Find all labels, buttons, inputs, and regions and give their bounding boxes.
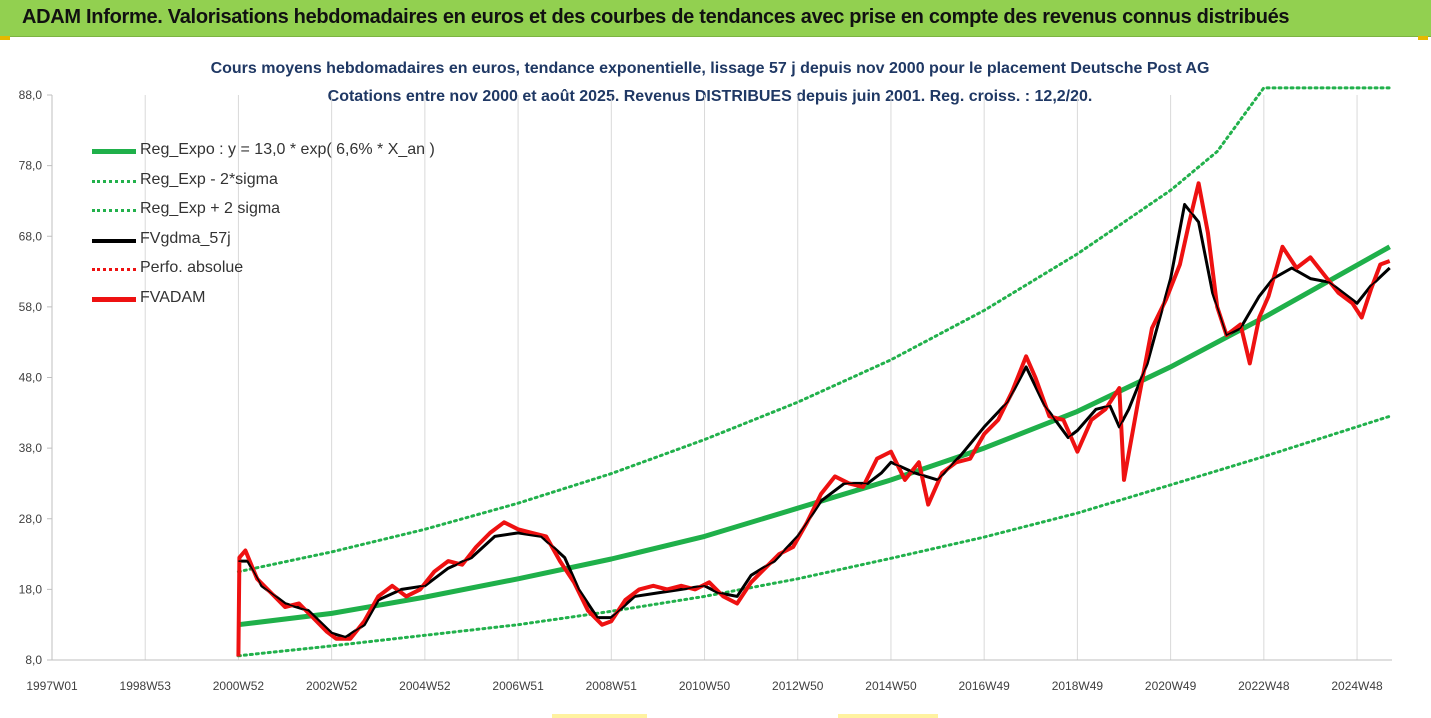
x-tick-label: 1998W53 [120, 679, 172, 693]
legend-item: FVgdma_57j [92, 230, 492, 250]
legend-label: Perfo. absolue [140, 259, 244, 276]
x-tick-label: 2000W52 [213, 679, 265, 693]
y-tick-label: 48,0 [19, 371, 43, 385]
y-tick-label: 58,0 [19, 300, 43, 314]
report-banner: ADAM Informe. Valorisations hebdomadaire… [0, 0, 1431, 37]
legend-item: FVADAM [92, 289, 492, 309]
x-axis: 1997W01 1998W53 2000W52 2002W52 2004W52 2006W… [26, 659, 1392, 693]
bottom-marker-left [552, 714, 647, 718]
legend-swatch [92, 296, 136, 302]
y-tick-label: 88,0 [19, 88, 43, 102]
legend-item: Perfo. absolue [92, 259, 492, 279]
series-fvadam [236, 181, 1391, 657]
x-tick-label: 2016W49 [958, 679, 1010, 693]
chart-title-line2: Cotations entre nov 2000 et août 2025. R… [327, 88, 1093, 105]
legend-label: Reg_Expo : y = 13,0 * exp( 6,6% * X_an ) [140, 141, 435, 158]
legend-item: Reg_Expo : y = 13,0 * exp( 6,6% * X_an ) [92, 141, 492, 161]
x-tick-label: 2024W48 [1331, 679, 1383, 693]
legend-label: FVgdma_57j [140, 229, 231, 247]
series-reg-minus-2sigma [236, 414, 1392, 658]
legend-swatch [92, 179, 136, 183]
chart-title-line1: Cours moyens hebdomadaires en euros, ten… [210, 60, 1210, 77]
y-tick-label: 78,0 [19, 159, 43, 173]
series-lines [236, 86, 1392, 658]
series-fvgdma-57j-overlay [238, 202, 1391, 639]
x-tick-label: 2018W49 [1052, 679, 1104, 693]
series-reg-expo [238, 244, 1391, 628]
x-tick-label: 1997W01 [26, 679, 78, 693]
x-tick-label: 2012W50 [772, 679, 824, 693]
legend-label: Reg_Exp + 2 sigma [140, 200, 281, 217]
x-tick-label: 2002W52 [306, 679, 358, 693]
legend-item: Reg_Exp - 2*sigma [92, 171, 492, 191]
legend-swatch [92, 238, 136, 243]
legend-swatch [92, 268, 136, 271]
grid-lines [51, 95, 1358, 660]
y-tick-label: 38,0 [19, 441, 43, 455]
series-reg-plus-2sigma [236, 86, 1392, 574]
banner-title: ADAM Informe. Valorisations hebdomadaire… [22, 6, 1290, 28]
legend-label: FVADAM [140, 288, 206, 306]
y-tick-label: 18,0 [19, 582, 43, 596]
y-tick-label: 68,0 [19, 229, 43, 243]
corner-mark-left [0, 36, 10, 40]
legend-item: Reg_Exp + 2 sigma [92, 200, 492, 220]
bottom-marker-right [838, 714, 938, 718]
x-tick-label: 2014W50 [865, 679, 917, 693]
y-tick-label: 28,0 [19, 512, 43, 526]
corner-mark-right [1418, 36, 1428, 40]
legend-swatch [92, 149, 136, 154]
y-axis: 8,0 18,0 28,0 38,0 48,0 58,0 68,0 78,0 88,0 [19, 88, 53, 667]
x-tick-label: 2022W48 [1238, 679, 1290, 693]
x-tick-label: 2010W50 [679, 679, 731, 693]
x-tick-label: 2006W51 [492, 679, 544, 693]
legend-label: Reg_Exp - 2*sigma [140, 170, 278, 188]
y-tick-label: 8,0 [25, 653, 42, 667]
x-tick-label: 2020W49 [1145, 679, 1197, 693]
x-tick-label: 2008W51 [586, 679, 638, 693]
legend-swatch [92, 209, 136, 212]
x-tick-label: 2004W52 [399, 679, 451, 693]
